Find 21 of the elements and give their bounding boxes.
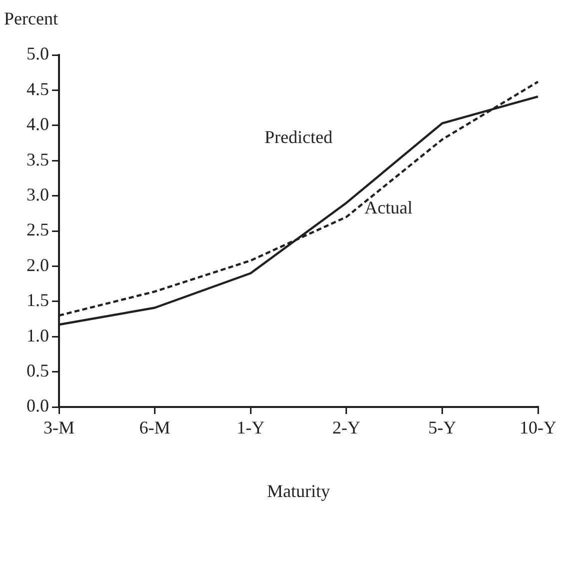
y-tick-label: 4.5 (26, 78, 49, 99)
series-label: Actual (364, 197, 412, 218)
text: Predicted (264, 126, 332, 147)
x-axis-title: Maturity (267, 480, 330, 501)
y-tick-label: 1.0 (26, 325, 49, 346)
y-tick-label: 0.0 (26, 396, 49, 416)
x-tick-label: 1-Y (236, 418, 265, 438)
y-tick-label: 3.0 (26, 184, 49, 205)
y-tick-label: 5.0 (26, 44, 49, 64)
y-tick-label: 0.5 (26, 360, 49, 381)
y-tick-label: 2.5 (26, 220, 49, 240)
x-tick-label: 6-M (139, 418, 170, 438)
x-tick-label: 2-Y (332, 418, 360, 438)
y-tick-label: 1.5 (26, 290, 49, 310)
y-tick-label: 4.0 (26, 114, 49, 134)
y-axis-title: Percent (4, 8, 58, 29)
y-tick-label: 2.0 (26, 254, 49, 275)
x-tick-label: 5-Y (428, 418, 456, 438)
y-tick-label: 3.5 (26, 149, 49, 170)
x-tick-label: 10-Y (520, 418, 556, 438)
x-tick-label: 3-M (44, 418, 74, 438)
